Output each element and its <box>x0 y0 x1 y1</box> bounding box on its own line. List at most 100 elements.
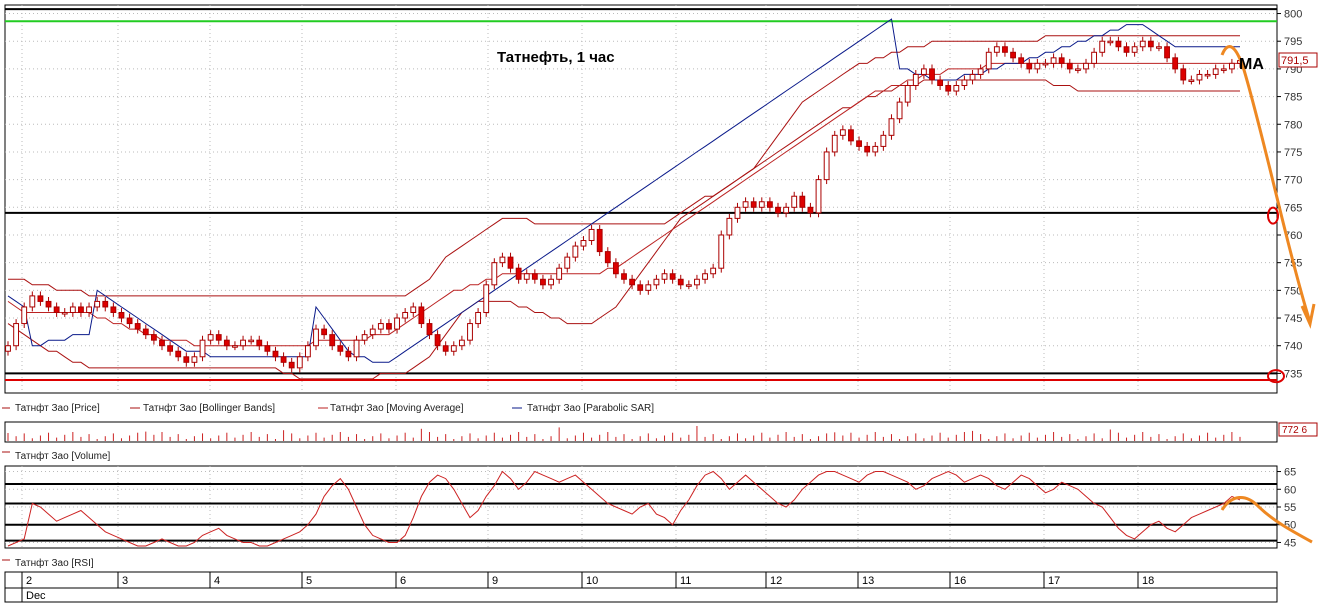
candle-body <box>977 68 984 75</box>
forecast-arrowhead <box>1300 303 1316 329</box>
candle-body <box>718 234 725 269</box>
candle-body <box>361 334 368 341</box>
candle-body <box>1107 40 1114 44</box>
candle-body <box>167 345 174 352</box>
legend-sar: Татнфт Зао [Parabolic SAR] <box>527 402 654 414</box>
candle-body <box>1188 79 1195 82</box>
candle-body <box>596 228 603 253</box>
rsi-line <box>7 470 1241 547</box>
candle-body <box>758 201 765 208</box>
candle-body <box>337 345 344 352</box>
candle-body <box>499 256 506 264</box>
candle-body <box>564 256 571 269</box>
candle-body <box>985 51 992 70</box>
price-tick-label: 765 <box>1284 202 1302 214</box>
candle-body <box>588 228 595 242</box>
candle-body <box>702 273 708 280</box>
candle-body <box>1091 51 1098 64</box>
candle-body <box>993 46 1000 53</box>
candle-body <box>458 339 465 347</box>
candle-body <box>426 323 433 336</box>
candle-body <box>904 85 911 103</box>
candle-body <box>142 328 149 336</box>
candle-body <box>264 345 271 352</box>
candle-body <box>280 356 287 363</box>
candle-body <box>434 334 441 347</box>
candle-body <box>612 262 619 275</box>
candle-body <box>1074 68 1081 71</box>
candle-body <box>483 284 490 313</box>
volume-bars <box>7 426 1241 441</box>
candle-body <box>1212 68 1219 75</box>
rsi-tick-label: 45 <box>1284 537 1296 549</box>
candle-body <box>1026 62 1033 70</box>
candle-body <box>621 273 627 280</box>
candle-body <box>604 251 611 264</box>
candle-body <box>296 356 303 369</box>
candle-body <box>223 339 230 347</box>
candle-body <box>831 134 838 153</box>
candle-body <box>1058 57 1065 64</box>
candles <box>5 36 1243 373</box>
day-separators <box>21 5 1139 393</box>
legend-volume: Татнфт Зао [Volume] <box>15 450 111 462</box>
candle-body <box>1172 57 1179 70</box>
price-tick-label: 800 <box>1284 9 1302 21</box>
candle-body <box>1164 46 1170 59</box>
candle-body <box>783 206 790 214</box>
price-tick-label: 780 <box>1284 119 1302 131</box>
candle-body <box>937 79 944 87</box>
candle-body <box>807 206 814 214</box>
parabolic-sar-line <box>7 18 1240 363</box>
price-tick-label: 795 <box>1284 36 1302 48</box>
bollinger-upper <box>8 35 1240 297</box>
candle-body <box>69 306 76 313</box>
candle-body <box>1042 62 1049 66</box>
candle-body <box>402 311 409 319</box>
candle-body <box>872 145 879 153</box>
candle-body <box>548 278 554 286</box>
candle-body <box>661 273 668 280</box>
candle-body <box>256 339 263 347</box>
date-label: 5 <box>306 575 312 587</box>
candle-body <box>629 278 636 286</box>
ma-annotation: MA <box>1239 56 1264 73</box>
candle-body <box>685 284 692 287</box>
month-label: Dec <box>26 590 46 602</box>
candle-body <box>29 295 36 308</box>
candle-body <box>653 278 660 286</box>
candle-body <box>13 323 20 347</box>
candle-body <box>240 339 246 347</box>
candle-body <box>199 339 206 358</box>
level-marker-764 <box>1267 206 1279 225</box>
candle-body <box>1131 46 1138 53</box>
candle-body <box>839 129 846 136</box>
legend-moving-average: Татнфт Зао [Moving Average] <box>330 402 464 414</box>
price-panel <box>4 4 1278 394</box>
candle-body <box>126 317 133 325</box>
candle-body <box>102 300 109 308</box>
candle-body <box>815 179 822 214</box>
candle-body <box>742 201 749 208</box>
date-label: 3 <box>122 575 128 587</box>
date-label: 12 <box>770 575 782 587</box>
date-label: 10 <box>586 575 598 587</box>
candle-body <box>288 361 295 369</box>
candle-body <box>799 195 806 208</box>
candle-body <box>1139 40 1146 48</box>
candle-body <box>1002 46 1008 53</box>
rsi-forecast <box>1220 496 1313 544</box>
candle-body <box>1147 40 1154 48</box>
candle-body <box>386 323 392 330</box>
price-legend: Татнфт Зао [Price] Татнфт Зао [Bollinger… <box>2 402 654 414</box>
candle-body <box>475 311 482 325</box>
rsi-tick-label: 55 <box>1284 502 1296 514</box>
candle-body <box>775 206 781 214</box>
candle-body <box>912 73 919 87</box>
candle-body <box>1083 62 1089 70</box>
candle-body <box>5 345 11 352</box>
candle-body <box>896 101 903 120</box>
volume-label: 772 6 <box>1282 425 1307 436</box>
candle-body <box>556 267 563 280</box>
